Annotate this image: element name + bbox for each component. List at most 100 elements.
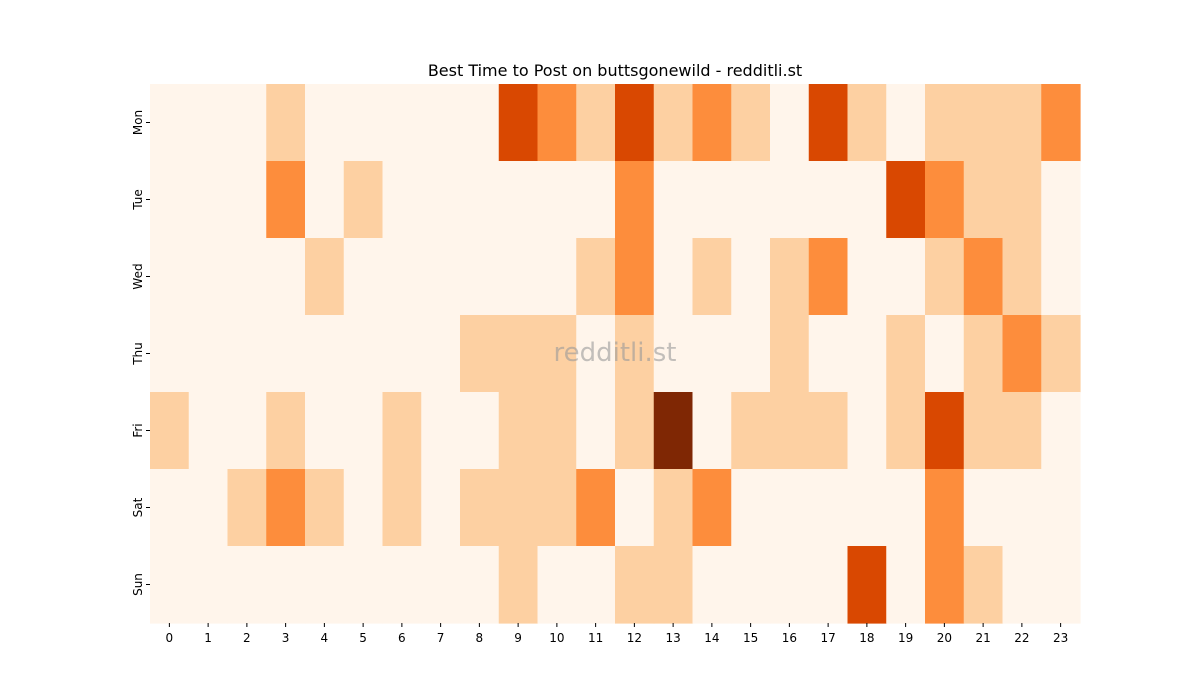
heatmap-cell-fri-13 — [653, 392, 694, 470]
heatmap-cell-sun-20 — [925, 546, 965, 624]
heatmap-cell-sat-1 — [188, 469, 229, 547]
heatmap-cell-mon-15 — [731, 84, 771, 162]
heatmap-cell-fri-14 — [692, 392, 732, 470]
heatmap-cell-sat-22 — [1002, 469, 1042, 547]
heatmap-cell-mon-7 — [421, 84, 461, 162]
heatmap-cell-sun-6 — [382, 546, 422, 624]
heatmap-cell-sat-13 — [653, 469, 694, 547]
heatmap-cell-mon-8 — [460, 84, 500, 162]
heatmap-cell-fri-11 — [576, 392, 616, 470]
heatmap-cell-thu-22 — [1002, 315, 1042, 393]
heatmap-cell-thu-7 — [421, 315, 461, 393]
x-tick-label: 21 — [975, 631, 990, 645]
heatmap-cell-tue-19 — [886, 161, 926, 239]
heatmap-cell-sun-18 — [847, 546, 887, 624]
heatmap-cell-sat-14 — [692, 469, 732, 547]
heatmap-cell-sat-16 — [770, 469, 810, 547]
heatmap-cell-thu-13 — [653, 315, 694, 393]
heatmap-cell-sun-15 — [731, 546, 771, 624]
heatmap-cell-thu-1 — [188, 315, 229, 393]
heatmap-cell-sun-14 — [692, 546, 732, 624]
heatmap-cell-wed-8 — [460, 238, 500, 316]
heatmap-cell-thu-23 — [1041, 315, 1081, 393]
heatmap-cell-mon-18 — [847, 84, 887, 162]
heatmap-cell-wed-10 — [537, 238, 577, 316]
heatmap-cell-sat-7 — [421, 469, 461, 547]
heatmap-cell-thu-12 — [615, 315, 655, 393]
heatmap-cell-sat-3 — [266, 469, 306, 547]
heatmap-cell-wed-6 — [382, 238, 422, 316]
heatmap-cell-fri-17 — [808, 392, 849, 470]
heatmap-cell-thu-9 — [498, 315, 539, 393]
heatmap-cell-sat-19 — [886, 469, 926, 547]
heatmap-cell-tue-5 — [343, 161, 384, 239]
heatmap-cell-wed-23 — [1041, 238, 1081, 316]
heatmap-cell-sat-9 — [498, 469, 539, 547]
heatmap-cell-sun-22 — [1002, 546, 1042, 624]
heatmap-cell-fri-22 — [1002, 392, 1042, 470]
x-tick-label: 12 — [627, 631, 642, 645]
x-tick-label: 23 — [1053, 631, 1068, 645]
heatmap-cell-sat-10 — [537, 469, 577, 547]
heatmap-cell-thu-6 — [382, 315, 422, 393]
heatmap-cell-thu-20 — [925, 315, 965, 393]
heatmap-cell-wed-0 — [150, 238, 190, 316]
x-tick-label: 16 — [782, 631, 797, 645]
heatmap-cell-sun-5 — [343, 546, 384, 624]
y-tick-label: Sun — [131, 573, 145, 596]
heatmap-cell-fri-7 — [421, 392, 461, 470]
heatmap-cell-sat-20 — [925, 469, 965, 547]
heatmap-cell-fri-6 — [382, 392, 422, 470]
x-tick-label: 5 — [359, 631, 367, 645]
heatmap-cell-thu-19 — [886, 315, 926, 393]
heatmap-cell-mon-4 — [305, 84, 345, 162]
heatmap-cell-sat-2 — [227, 469, 267, 547]
heatmap-cell-sun-13 — [653, 546, 694, 624]
heatmap-cell-sat-4 — [305, 469, 345, 547]
heatmap-cell-tue-15 — [731, 161, 771, 239]
heatmap-cell-thu-15 — [731, 315, 771, 393]
y-tick-label: Mon — [131, 110, 145, 135]
heatmap-cell-mon-3 — [266, 84, 306, 162]
heatmap-cell-wed-4 — [305, 238, 345, 316]
heatmap-cell-wed-14 — [692, 238, 732, 316]
x-tick-label: 22 — [1014, 631, 1029, 645]
heatmap-cell-tue-6 — [382, 161, 422, 239]
heatmap-cell-tue-17 — [808, 161, 849, 239]
heatmap-cell-sun-1 — [188, 546, 229, 624]
heatmap-cell-sat-15 — [731, 469, 771, 547]
heatmap-cell-mon-23 — [1041, 84, 1081, 162]
heatmap-cell-sun-19 — [886, 546, 926, 624]
heatmap-cell-wed-5 — [343, 238, 384, 316]
heatmap-cell-fri-10 — [537, 392, 577, 470]
heatmap-cell-sat-23 — [1041, 469, 1081, 547]
heatmap-cell-sat-21 — [963, 469, 1004, 547]
heatmap-cell-mon-9 — [498, 84, 539, 162]
heatmap-cell-sun-2 — [227, 546, 267, 624]
x-tick-label: 20 — [937, 631, 952, 645]
x-tick-label: 11 — [588, 631, 603, 645]
heatmap-cell-mon-12 — [615, 84, 655, 162]
x-tick-label: 15 — [743, 631, 758, 645]
heatmap-cell-mon-10 — [537, 84, 577, 162]
heatmap-cell-fri-12 — [615, 392, 655, 470]
heatmap-cell-fri-23 — [1041, 392, 1081, 470]
heatmap-cell-wed-17 — [808, 238, 849, 316]
heatmap-cell-tue-3 — [266, 161, 306, 239]
x-tick-label: 1 — [204, 631, 212, 645]
heatmap-cell-sun-12 — [615, 546, 655, 624]
heatmap-cell-sun-17 — [808, 546, 849, 624]
heatmap-cell-thu-3 — [266, 315, 306, 393]
x-tick-label: 2 — [243, 631, 251, 645]
heatmap-cell-tue-1 — [188, 161, 229, 239]
heatmap-cell-sun-21 — [963, 546, 1004, 624]
heatmap-cell-fri-5 — [343, 392, 384, 470]
heatmap-cell-wed-15 — [731, 238, 771, 316]
heatmap-cell-thu-18 — [847, 315, 887, 393]
heatmap-cell-tue-20 — [925, 161, 965, 239]
heatmap-cell-tue-12 — [615, 161, 655, 239]
x-tick-label: 3 — [282, 631, 290, 645]
heatmap-cell-sun-7 — [421, 546, 461, 624]
x-tick-label: 17 — [820, 631, 835, 645]
